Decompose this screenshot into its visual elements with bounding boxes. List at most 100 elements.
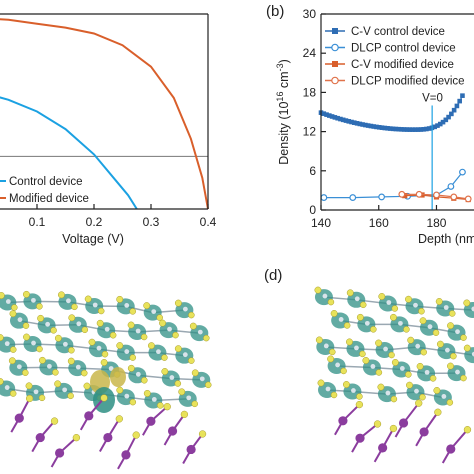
halide-atom [355, 400, 364, 409]
carbon-atom [197, 329, 203, 335]
metal-atom [398, 418, 409, 428]
sulfur-atom [359, 350, 366, 358]
carbon-atom [338, 317, 344, 322]
x-tick-label: 0.3 [143, 215, 160, 229]
sulfur-atom [315, 336, 323, 344]
sulfur-atom [68, 346, 75, 354]
halide-atom [373, 420, 382, 428]
legend-swatch-marker [332, 61, 338, 67]
sulfur-atom [8, 357, 16, 365]
sulfur-atom [340, 367, 347, 375]
legend-modified-label: Modified device [9, 193, 89, 205]
sulfur-atom [390, 395, 398, 403]
cv-control-point [404, 127, 410, 132]
halide-atom [115, 415, 123, 423]
cv-control-point [401, 127, 407, 132]
sulfur-atom [356, 313, 364, 321]
sulfur-atom [161, 368, 169, 375]
metal-atom [338, 416, 348, 426]
metal-atom [103, 432, 113, 443]
carbon-atom [399, 366, 405, 371]
sulfur-atom [406, 381, 413, 389]
legend-control-label: Control device [9, 176, 83, 188]
sulfur-atom [362, 356, 370, 364]
sulfur-atom [81, 369, 88, 377]
sulfur-atom [116, 342, 124, 350]
carbon-atom [96, 345, 102, 351]
metal-atom [146, 416, 156, 426]
sulfur-atom [375, 369, 383, 376]
y-tick-label: 24 [303, 46, 317, 60]
sulfur-atom [22, 322, 30, 329]
cv-control-point [327, 113, 332, 118]
dlcp-modified-point [415, 190, 423, 198]
legend-swatch-marker [332, 28, 338, 34]
legend-label: C-V control device [351, 26, 445, 38]
sulfur-atom [172, 331, 179, 339]
halide-atom [198, 430, 207, 438]
carbon-atom [63, 341, 68, 347]
sulfur-atom [418, 307, 425, 315]
dlcp-control-point [320, 194, 328, 201]
sulfur-atom [97, 307, 105, 315]
cv-control-point [388, 126, 393, 131]
sulfur-atom [191, 400, 198, 408]
sulfur-atom [10, 346, 17, 353]
carbon-atom [104, 326, 110, 332]
cv-control-point [379, 125, 385, 130]
carbon-atom [415, 343, 421, 349]
dlcp-control-point [447, 183, 455, 190]
sulfur-atom [463, 299, 471, 307]
sulfur-atom [188, 357, 195, 364]
sulfur-atom [140, 333, 148, 341]
carbon-atom [33, 389, 39, 395]
sulfur-atom [174, 345, 182, 353]
carbon-atom [182, 306, 188, 312]
cv-control-point [418, 127, 424, 132]
sulfur-atom [25, 382, 33, 390]
sulfur-atom [9, 310, 17, 318]
sulfur-atom [419, 317, 427, 325]
sulfur-atom [129, 398, 137, 406]
sulfur-atom [11, 304, 18, 311]
control-device-curve [0, 96, 138, 210]
sulfur-atom [407, 336, 415, 344]
sulfur-atom [143, 389, 151, 397]
halide-atom [389, 424, 398, 433]
cv-control-point [371, 124, 376, 129]
cv-control-point [382, 125, 388, 131]
carbon-atom [354, 296, 360, 302]
carbon-atom [169, 375, 175, 380]
carbon-atom [92, 302, 98, 308]
cv-control-point [457, 98, 462, 104]
cv-control-point [385, 126, 390, 131]
sulfur-atom [57, 291, 65, 299]
panel-a-legend: Control device Modified device [0, 176, 89, 205]
carbon-atom [471, 306, 474, 312]
y-tick-label: 0 [309, 203, 316, 217]
dlcp-control-line [323, 171, 463, 199]
carbon-atom [351, 388, 356, 393]
cv-control-point [460, 93, 465, 98]
carbon-atom [386, 300, 392, 305]
carbon-atom [471, 351, 474, 357]
legend-swatch-marker [331, 43, 339, 52]
sulfur-atom [161, 354, 168, 361]
y-tick-label: 12 [303, 125, 317, 139]
x-tick-label: 0.1 [29, 215, 46, 229]
sulfur-atom [141, 377, 148, 384]
sulfur-atom [100, 359, 108, 366]
x-tick-label: 180 [426, 216, 446, 230]
sulfur-atom [143, 302, 151, 310]
sulfur-atom [129, 308, 136, 315]
sulfur-atom [435, 298, 443, 305]
carbon-atom [455, 369, 460, 375]
halide-atom [25, 394, 34, 403]
sulfur-atom [156, 314, 163, 321]
carbon-atom [62, 387, 68, 393]
modified-device-curve [0, 18, 209, 210]
sulfur-atom [9, 390, 17, 397]
cv-control-point [340, 117, 346, 123]
carbon-atom [455, 329, 460, 335]
